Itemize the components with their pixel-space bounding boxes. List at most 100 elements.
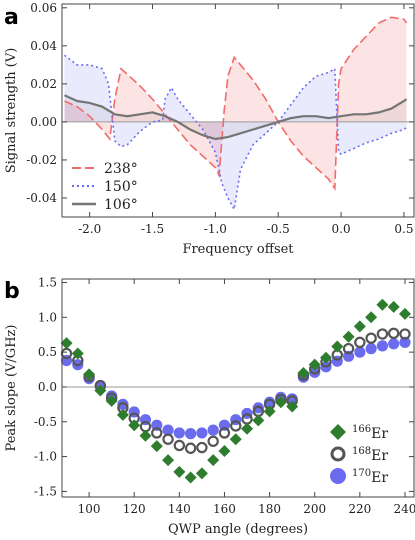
- point-open-circle: [230, 420, 242, 432]
- y-tick-label: 1.5: [38, 275, 57, 289]
- point-diamond: [229, 433, 242, 446]
- point-open-circle: [376, 328, 389, 340]
- point-filled-circle: [365, 343, 377, 355]
- point-diamond: [184, 471, 197, 484]
- panel-label-a: a: [4, 5, 19, 30]
- legend-label: 150°: [104, 179, 138, 195]
- chart-a-y-axis-label: Signal strength (V): [4, 48, 19, 174]
- point-diamond: [398, 307, 411, 320]
- chart-b-frame: [61, 278, 415, 498]
- x-tick-label: 120: [123, 502, 146, 516]
- chart-b-series: [60, 298, 411, 484]
- point-diamond: [128, 419, 141, 432]
- x-tick-label: 0.0: [332, 222, 351, 236]
- legend-label: 166Er: [352, 424, 388, 442]
- panel-label-b: b: [4, 279, 20, 304]
- legend-swatch: [330, 446, 346, 462]
- point-diamond: [71, 347, 84, 360]
- point-diamond: [241, 422, 254, 435]
- legend-element: Er: [371, 470, 388, 486]
- point-diamond: [297, 367, 310, 380]
- point-diamond: [139, 429, 152, 442]
- x-tick-label: 200: [303, 502, 326, 516]
- point-open-circle: [207, 435, 219, 447]
- x-tick-label: 160: [213, 502, 236, 516]
- point-filled-circle: [354, 346, 366, 358]
- point-filled-circle: [252, 402, 264, 414]
- point-open-circle: [162, 433, 174, 445]
- x-tick-label: -1.5: [141, 222, 164, 236]
- point-diamond: [365, 311, 378, 324]
- point-diamond: [150, 440, 163, 453]
- point-open-circle: [184, 442, 197, 454]
- y-tick-label: -1.5: [34, 484, 57, 498]
- point-diamond: [320, 351, 332, 364]
- chart-b-x-ticks: 100 120 140 160 180 200 220 240: [78, 279, 415, 516]
- y-tick-label: 0.0: [38, 380, 57, 394]
- legend-mass-number: 166: [352, 424, 371, 435]
- chart-b-x-axis-label: QWP angle (degrees): [168, 522, 308, 537]
- point-filled-circle: [376, 340, 389, 352]
- point-open-circle: [151, 427, 163, 439]
- point-diamond: [195, 467, 208, 480]
- legend-element: Er: [371, 448, 388, 464]
- series-line: [64, 16, 408, 192]
- legend-label: 168Er: [352, 446, 388, 464]
- legend-mass-number: 168: [352, 446, 371, 457]
- point-diamond: [94, 384, 107, 397]
- chart-a-series: [64, 16, 408, 212]
- y-tick-label: -0.5: [34, 415, 57, 429]
- point-diamond: [116, 408, 129, 421]
- x-tick-label: 240: [394, 502, 415, 516]
- chart-a-legend: 238° 150° 106°: [72, 161, 138, 213]
- y-tick-label: -0.02: [26, 153, 57, 167]
- point-filled-circle: [196, 427, 208, 439]
- point-diamond: [207, 454, 220, 467]
- point-diamond: [83, 368, 96, 381]
- series-fill: [64, 17, 407, 189]
- chart-a: -2.0 -1.5 -1.0 -0.5 0.0 0.5 -0.04 -0.02 0.00 0.0…: [4, 1, 415, 257]
- point-filled-circle: [173, 427, 185, 439]
- x-tick-label: -1.0: [204, 222, 227, 236]
- point-filled-circle: [399, 336, 411, 348]
- point-open-circle: [399, 328, 411, 340]
- y-tick-label: 0.06: [30, 1, 57, 15]
- y-tick-label: 0.04: [30, 39, 57, 53]
- point-open-circle: [218, 427, 231, 439]
- point-filled-circle: [185, 428, 197, 440]
- y-tick-label: 1.0: [38, 310, 57, 324]
- x-tick-label: 100: [78, 502, 101, 516]
- point-open-circle: [196, 441, 208, 454]
- point-filled-circle: [309, 366, 321, 378]
- point-diamond: [162, 454, 175, 467]
- chart-b: 100 120 140 160 180 200 220 240 -1.5 -1.0 -0.5 0.0…: [4, 275, 415, 537]
- x-tick-label: -2.0: [78, 222, 101, 236]
- point-diamond: [376, 298, 389, 311]
- point-filled-circle: [162, 424, 174, 436]
- legend-label: 238°: [104, 161, 138, 177]
- legend-label: 170Er: [352, 468, 388, 486]
- x-tick-label: 0.5: [394, 222, 413, 236]
- point-open-circle: [173, 439, 186, 452]
- point-open-circle: [365, 332, 377, 344]
- chart-a-x-axis-label: Frequency offset: [182, 242, 294, 257]
- point-diamond: [60, 337, 73, 350]
- point-diamond: [331, 340, 344, 353]
- y-tick-label: 0.00: [30, 115, 57, 129]
- point-diamond: [105, 394, 118, 407]
- chart-b-y-ticks: -1.5 -1.0 -0.5 0.0 0.5 1.0 1.5: [34, 275, 414, 498]
- chart-a-x-ticks: -2.0 -1.5 -1.0 -0.5 0.0 0.5: [78, 4, 413, 236]
- point-diamond: [308, 358, 321, 371]
- series-fill: [64, 55, 407, 210]
- point-filled-circle: [117, 398, 129, 410]
- legend-mass-number: 170: [352, 468, 371, 479]
- chart-b-y-axis-label: Peak slope (V/GHz): [4, 325, 19, 452]
- point-open-circle: [354, 336, 366, 349]
- x-tick-label: 180: [258, 502, 281, 516]
- point-diamond: [263, 405, 276, 418]
- y-tick-label: -1.0: [34, 450, 57, 464]
- point-diamond: [387, 300, 400, 313]
- legend-swatch: [330, 424, 346, 440]
